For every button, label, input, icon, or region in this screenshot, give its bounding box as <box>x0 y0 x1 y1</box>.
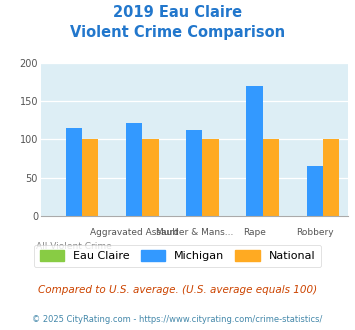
Text: All Violent Crime: All Violent Crime <box>36 242 112 251</box>
Bar <box>142 139 159 216</box>
Legend: Eau Claire, Michigan, National: Eau Claire, Michigan, National <box>34 245 321 267</box>
Bar <box>307 166 323 216</box>
Text: Murder & Mans...: Murder & Mans... <box>156 228 233 237</box>
Text: Violent Crime Comparison: Violent Crime Comparison <box>70 25 285 40</box>
Text: 2019 Eau Claire: 2019 Eau Claire <box>113 5 242 20</box>
Text: Robbery: Robbery <box>296 228 334 237</box>
Bar <box>82 139 98 216</box>
Text: Rape: Rape <box>243 228 266 237</box>
Text: Aggravated Assault: Aggravated Assault <box>90 228 179 237</box>
Bar <box>323 139 339 216</box>
Text: © 2025 CityRating.com - https://www.cityrating.com/crime-statistics/: © 2025 CityRating.com - https://www.city… <box>32 315 323 324</box>
Bar <box>126 122 142 216</box>
Bar <box>246 86 263 216</box>
Bar <box>66 128 82 216</box>
Bar <box>263 139 279 216</box>
Text: Compared to U.S. average. (U.S. average equals 100): Compared to U.S. average. (U.S. average … <box>38 285 317 295</box>
Bar <box>202 139 219 216</box>
Bar <box>186 130 202 216</box>
